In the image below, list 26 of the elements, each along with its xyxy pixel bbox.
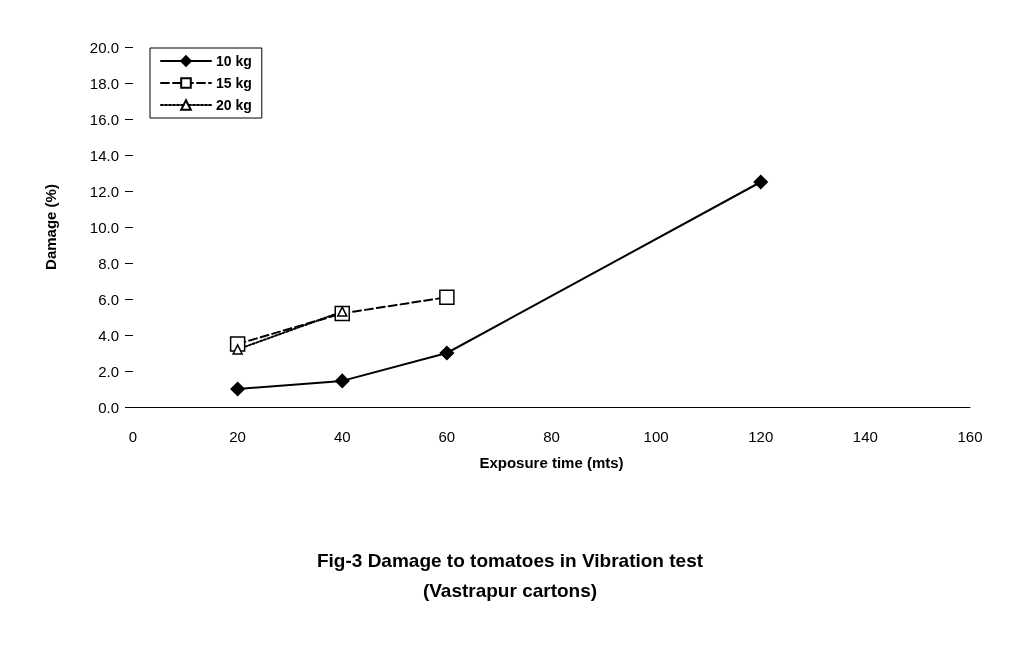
x-tick-label: 40 [333, 428, 351, 445]
x-tick-label: 20 [229, 428, 246, 445]
text: Fig-3 Damage to tomatoes in Vibration test (Vastrapur cartons) [316, 549, 704, 601]
y-tick-label: 10.0 [89, 218, 119, 236]
x-tick-label: 0 [128, 428, 138, 445]
y-tick-label: 0.0 [98, 398, 119, 416]
x-tick-label: 160 [957, 428, 983, 445]
y-tick-label: 4.0 [98, 326, 119, 344]
y-tick-label: 6.0 [98, 290, 119, 308]
y-tick-label: 14.0 [89, 146, 119, 164]
legend-label: 10 kg [216, 53, 252, 69]
legend-label: 15 kg [216, 75, 252, 91]
legend-label: 20 kg [216, 97, 252, 113]
x-tick-label: 100 [643, 428, 669, 445]
y-tick-label: 16.0 [89, 110, 119, 128]
x-tick-label: 140 [852, 428, 878, 445]
y-tick-label: 12.0 [89, 182, 119, 200]
y-tick-label: 2.0 [98, 362, 119, 380]
y-tick-label: 20.0 [89, 38, 119, 56]
x-axis-title: Exposure time (mts) [479, 454, 624, 471]
y-tick-label: 18.0 [89, 74, 119, 92]
y-tick-label: 8.0 [98, 254, 119, 272]
x-tick-label: 60 [438, 428, 456, 445]
x-tick-label: 120 [748, 428, 774, 445]
y-axis-title: Damage (%) [42, 184, 59, 270]
x-tick-label: 80 [543, 428, 560, 445]
